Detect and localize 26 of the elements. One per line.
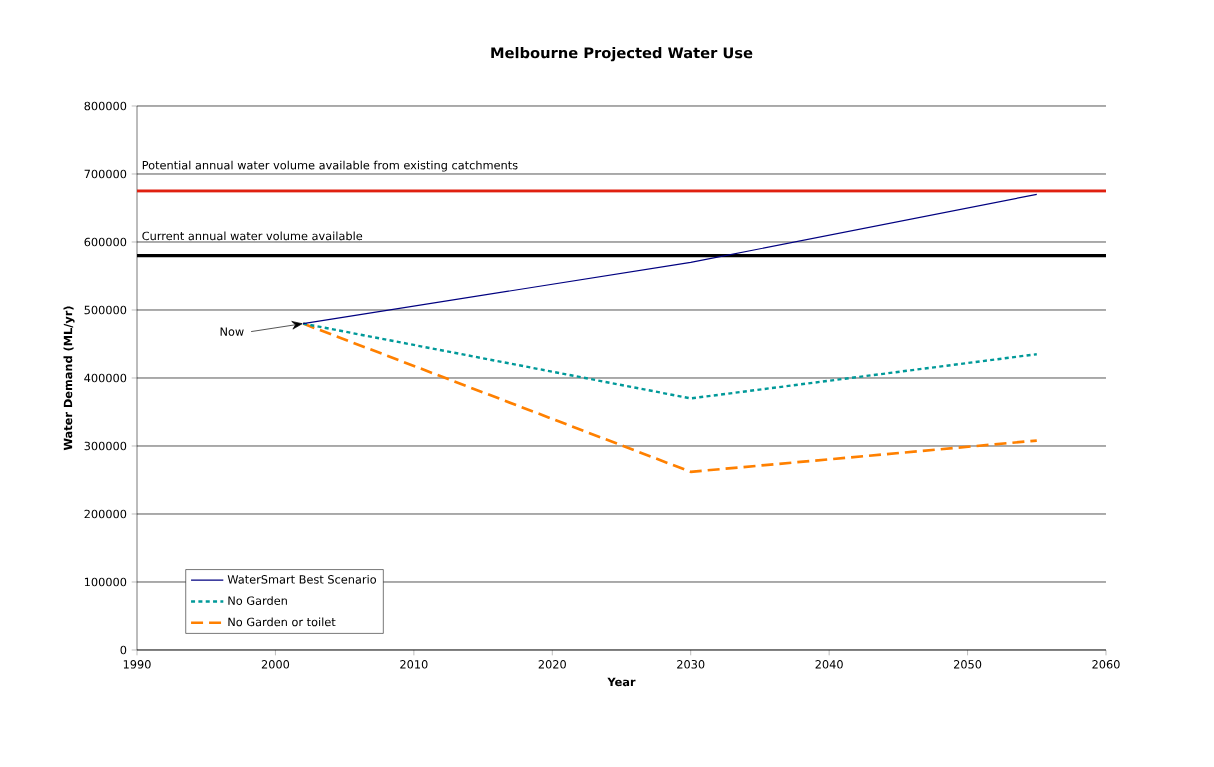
y-axis-title: Water Demand (ML/yr) — [63, 306, 75, 451]
chart-title: Melbourne Projected Water Use — [491, 46, 753, 62]
y-tick-label: 200000 — [84, 509, 127, 519]
y-tick-label: 400000 — [84, 373, 127, 383]
x-tick-label: 2050 — [953, 660, 982, 669]
legend-label: No Garden or toilet — [228, 617, 336, 627]
y-tick-label: 500000 — [84, 305, 127, 315]
legend-label: No Garden — [228, 596, 287, 605]
x-tick-label: 2020 — [538, 660, 566, 669]
y-tick-label: 800000 — [84, 101, 127, 111]
y-tick-label: 300000 — [84, 441, 127, 451]
x-tick-label: 2010 — [400, 660, 428, 669]
x-tick-label: 2000 — [261, 660, 290, 669]
legend-label: WaterSmart Best Scenario — [227, 574, 377, 584]
annotation: Now — [220, 327, 244, 336]
y-tick-label: 100000 — [84, 577, 127, 587]
ref-line-label: Potential annual water volume available from existing catchments — [142, 160, 518, 172]
x-tick-label: 2030 — [677, 660, 705, 669]
y-tick-label: 700000 — [84, 169, 127, 179]
x-axis-title: Year — [607, 677, 636, 687]
x-tick-label: 2040 — [815, 660, 843, 669]
x-tick-label: 2060 — [1092, 660, 1120, 669]
ref-line-label: Current annual water volume available — [142, 231, 363, 241]
y-tick-label: 0 — [120, 645, 127, 655]
x-tick-label: 1990 — [123, 660, 151, 669]
y-tick-label: 600000 — [84, 237, 127, 247]
